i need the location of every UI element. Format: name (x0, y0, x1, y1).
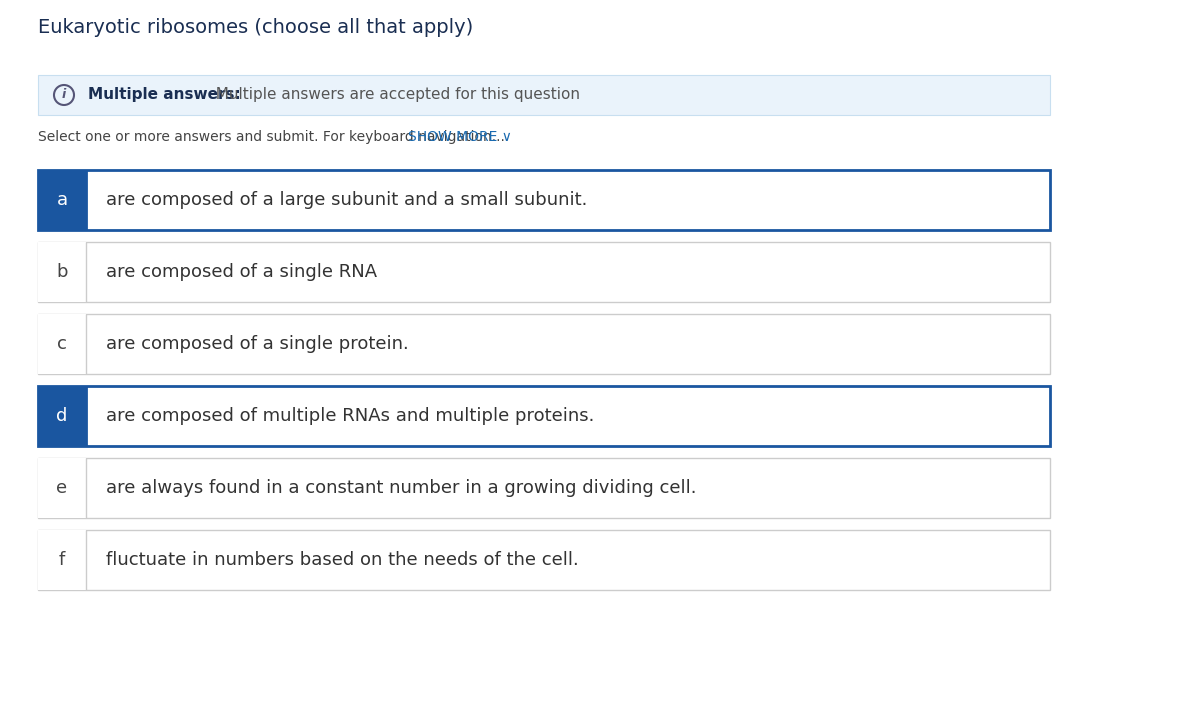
Bar (38, 170, 1050, 230)
Bar (38, 314, 1050, 374)
Bar (38, 386, 1050, 446)
Text: d: d (56, 407, 67, 425)
Text: are always found in a constant number in a growing dividing cell.: are always found in a constant number in… (106, 479, 696, 497)
Text: c: c (58, 335, 67, 353)
Bar (38, 242, 1050, 302)
Text: a: a (56, 191, 67, 209)
Text: fluctuate in numbers based on the needs of the cell.: fluctuate in numbers based on the needs … (106, 551, 578, 569)
Text: are composed of a large subunit and a small subunit.: are composed of a large subunit and a sm… (106, 191, 587, 209)
Bar (38, 530, 1050, 590)
Text: are composed of multiple RNAs and multiple proteins.: are composed of multiple RNAs and multip… (106, 407, 594, 425)
Text: Eukaryotic ribosomes (choose all that apply): Eukaryotic ribosomes (choose all that ap… (38, 18, 473, 37)
Text: i: i (62, 88, 66, 102)
Text: are composed of a single RNA: are composed of a single RNA (106, 263, 377, 281)
Text: Multiple answers:: Multiple answers: (88, 88, 241, 102)
Bar (38, 458, 1050, 518)
Text: SHOW MORE ∨: SHOW MORE ∨ (408, 130, 512, 144)
Bar (38, 170, 86, 230)
Bar (38, 314, 86, 374)
Bar (38, 242, 86, 302)
Text: b: b (56, 263, 67, 281)
Bar (38, 458, 86, 518)
Text: f: f (59, 551, 65, 569)
Text: Multiple answers are accepted for this question: Multiple answers are accepted for this q… (206, 88, 580, 102)
Bar (38, 386, 86, 446)
Text: e: e (56, 479, 67, 497)
Text: are composed of a single protein.: are composed of a single protein. (106, 335, 409, 353)
Text: Select one or more answers and submit. For keyboard navigation...: Select one or more answers and submit. F… (38, 130, 505, 144)
Bar (38, 530, 86, 590)
Bar (38, 75, 1050, 115)
